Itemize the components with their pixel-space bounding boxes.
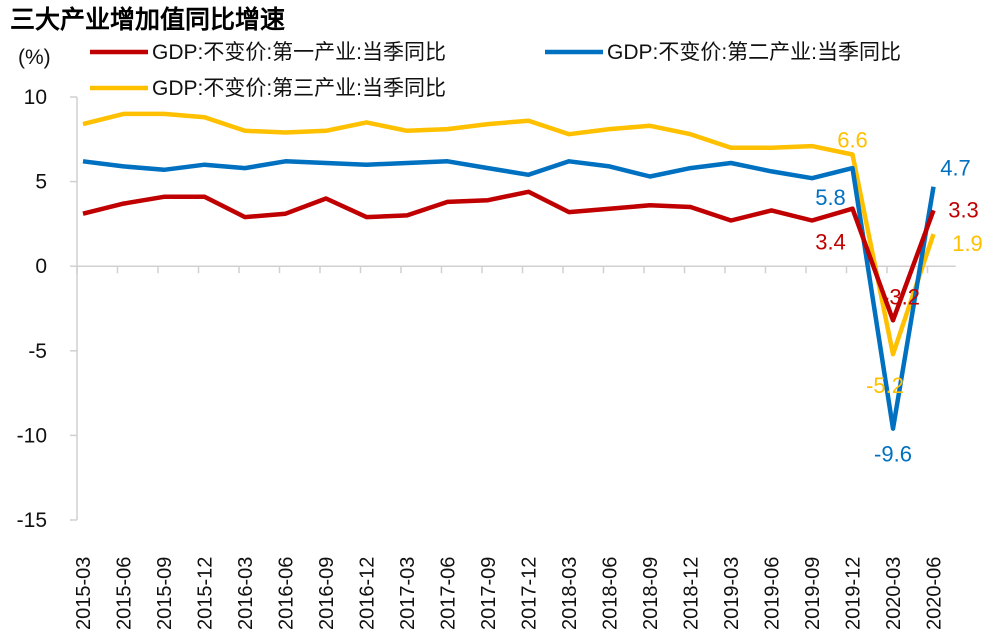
y-tick-label: -10 bbox=[17, 424, 47, 447]
data-label: 1.9 bbox=[952, 231, 983, 256]
legend-label-primary: GDP:不变价:第一产业:当季同比 bbox=[152, 41, 446, 64]
x-tick-label: 2018-06 bbox=[600, 557, 622, 630]
series-line-primary bbox=[82, 189, 936, 323]
x-tick-label: 2019-12 bbox=[843, 557, 865, 630]
legend-label-secondary: GDP:不变价:第二产业:当季同比 bbox=[607, 41, 901, 64]
data-label: 3.4 bbox=[815, 230, 846, 255]
legend-item-tertiary: GDP:不变价:第三产业:当季同比 bbox=[90, 77, 446, 100]
chart-title: 三大产业增加值同比增速 bbox=[10, 5, 285, 34]
x-tick-label: 2016-06 bbox=[276, 557, 298, 630]
data-label: 3.3 bbox=[948, 197, 979, 222]
x-tick-label: 2017-12 bbox=[519, 557, 541, 630]
y-tick-label: 0 bbox=[35, 255, 47, 278]
legend-item-primary: GDP:不变价:第一产业:当季同比 bbox=[90, 41, 446, 64]
legend-item-secondary: GDP:不变价:第二产业:当季同比 bbox=[545, 41, 901, 64]
x-tick-label: 2017-09 bbox=[478, 557, 500, 630]
axes bbox=[76, 97, 956, 520]
y-tick-label: 10 bbox=[24, 86, 47, 109]
data-label: 5.8 bbox=[815, 185, 846, 210]
x-tick-label: 2018-03 bbox=[559, 557, 581, 630]
legend-label-tertiary: GDP:不变价:第三产业:当季同比 bbox=[152, 77, 446, 100]
x-tick-label: 2020-06 bbox=[924, 557, 946, 630]
y-tick-label: 5 bbox=[35, 171, 47, 194]
data-label: -3.2 bbox=[882, 284, 920, 309]
data-label: 4.7 bbox=[940, 156, 971, 181]
legend: GDP:不变价:第一产业:当季同比 GDP:不变价:第二产业:当季同比 GDP:… bbox=[90, 41, 901, 100]
x-tick-label: 2017-03 bbox=[397, 557, 419, 630]
x-tick-label: 2016-09 bbox=[316, 557, 338, 630]
x-tick-label: 2015-03 bbox=[73, 557, 95, 630]
x-tick-label: 2017-06 bbox=[438, 557, 460, 630]
y-axis-ticks: 10 5 0 -5 -10 -15 bbox=[17, 86, 77, 532]
y-tick-label: -15 bbox=[17, 509, 47, 532]
series-line-tertiary bbox=[82, 111, 936, 357]
x-tick-label: 2016-03 bbox=[235, 557, 257, 630]
data-label: -9.6 bbox=[874, 442, 912, 467]
x-tick-label: 2019-06 bbox=[762, 557, 784, 630]
x-tick-label: 2015-09 bbox=[154, 557, 176, 630]
x-axis-ticks: 2015-03 2015-06 2015-09 2015-12 2016-03 2016-… bbox=[73, 557, 946, 630]
x-tick-label: 2019-09 bbox=[802, 557, 824, 630]
x-tick-label: 2018-12 bbox=[681, 557, 703, 630]
y-axis-unit-label: (%) bbox=[18, 46, 51, 69]
x-tick-label: 2019-03 bbox=[721, 557, 743, 630]
x-tick-label: 2020-03 bbox=[883, 557, 905, 630]
x-tick-label: 2015-12 bbox=[195, 557, 217, 630]
data-label: -5.2 bbox=[866, 373, 904, 398]
data-label: 6.6 bbox=[837, 128, 868, 153]
y-tick-label: -5 bbox=[28, 340, 47, 363]
x-tick-label: 2016-12 bbox=[357, 557, 379, 630]
series-line-secondary bbox=[82, 159, 936, 431]
x-tick-label: 2015-06 bbox=[114, 557, 136, 630]
data-labels: 6.6 5.8 3.4 -3.2 -5.2 -9.6 4.7 3.3 1.9 bbox=[815, 128, 983, 467]
series-lines bbox=[82, 111, 936, 431]
x-tick-label: 2018-09 bbox=[640, 557, 662, 630]
